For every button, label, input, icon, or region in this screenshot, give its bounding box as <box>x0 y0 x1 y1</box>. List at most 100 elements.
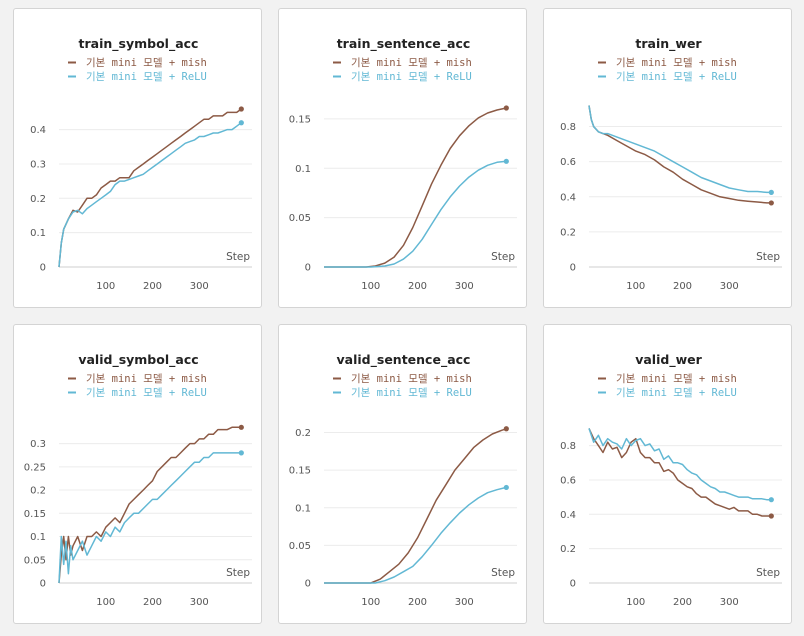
x-tick-label: 200 <box>673 597 692 608</box>
x-tick-label: 200 <box>673 281 692 292</box>
panel-valid-sentence-acc[interactable]: valid_sentence_acc 기본 mini 모델 + mish 기본 mi… <box>278 324 527 624</box>
x-tick-label: 300 <box>190 281 209 292</box>
y-tick-label: 0.15 <box>289 466 311 477</box>
x-axis-label: Step <box>756 567 780 579</box>
series-line-relu <box>324 486 507 584</box>
series-endpoint-relu <box>238 120 244 126</box>
x-tick-label: 300 <box>455 597 474 608</box>
y-tick-label: 0 <box>40 263 46 274</box>
y-tick-label: 0.1 <box>30 532 46 543</box>
series-endpoint-mish <box>503 426 509 432</box>
series-line-mish <box>58 426 242 584</box>
legend: 기본 mini 모델 + mish 기본 mini 모델 + ReLU <box>598 373 737 399</box>
series-endpoint-mish <box>238 424 244 430</box>
y-tick-label: 0.15 <box>24 509 46 520</box>
x-tick-label: 100 <box>361 597 380 608</box>
series-endpoint-relu <box>503 158 509 164</box>
x-axis-label: Step <box>226 567 250 579</box>
y-tick-label: 0.2 <box>30 194 46 205</box>
series-endpoint-mish <box>503 105 509 111</box>
legend: 기본 mini 모델 + mish 기본 mini 모델 + ReLU <box>68 57 207 83</box>
series-endpoint-mish <box>768 513 774 519</box>
y-tick-label: 0.15 <box>289 114 311 125</box>
chart-title: valid_symbol_acc <box>78 352 198 368</box>
y-tick-label: 0.6 <box>560 157 576 168</box>
legend-label-mish: 기본 mini 모델 + mish <box>616 373 737 385</box>
y-tick-label: 0.25 <box>24 462 46 473</box>
series-line-mish <box>588 105 772 204</box>
y-tick-label: 0.6 <box>560 475 576 486</box>
legend-label-relu: 기본 mini 모델 + ReLU <box>616 71 737 83</box>
x-axis-label: Step <box>491 567 515 579</box>
panel-train-wer[interactable]: train_wer 기본 mini 모델 + mish 기본 mini 모델 + R… <box>543 8 792 308</box>
series-line-mish <box>588 428 772 517</box>
legend-label-mish: 기본 mini 모델 + mish <box>616 57 737 69</box>
series-endpoint-relu <box>768 189 774 195</box>
y-tick-label: 0.05 <box>289 541 311 552</box>
series-line-relu <box>588 428 772 501</box>
x-tick-label: 300 <box>190 597 209 608</box>
y-tick-label: 0 <box>40 579 46 590</box>
x-tick-label: 100 <box>96 597 115 608</box>
legend: 기본 mini 모델 + mish 기본 mini 모델 + ReLU <box>333 57 472 83</box>
x-tick-label: 200 <box>408 281 427 292</box>
legend-label-relu: 기본 mini 모델 + ReLU <box>351 387 472 399</box>
chart-title: train_sentence_acc <box>337 36 471 52</box>
x-tick-label: 100 <box>626 281 645 292</box>
x-axis-label: Step <box>756 251 780 263</box>
chart-title: valid_sentence_acc <box>337 352 471 368</box>
panel-train-symbol-acc[interactable]: train_symbol_acc 기본 mini 모델 + mish 기본 mini… <box>13 8 262 308</box>
series-endpoint-relu <box>238 450 244 456</box>
legend-label-mish: 기본 mini 모델 + mish <box>86 373 207 385</box>
y-tick-label: 0.8 <box>560 122 576 133</box>
y-tick-label: 0.4 <box>30 125 46 136</box>
series-line-mish <box>324 107 507 268</box>
series-line-relu <box>324 160 507 268</box>
y-tick-label: 0.8 <box>560 441 576 452</box>
legend: 기본 mini 모델 + mish 기본 mini 모델 + ReLU <box>68 373 207 399</box>
x-tick-label: 300 <box>720 281 739 292</box>
series-endpoint-mish <box>238 106 244 112</box>
x-axis-label: Step <box>491 251 515 263</box>
chart-title: valid_wer <box>635 352 702 368</box>
panel-valid-wer[interactable]: valid_wer 기본 mini 모델 + mish 기본 mini 모델 + R… <box>543 324 792 624</box>
panel-train-sentence-acc[interactable]: train_sentence_acc 기본 mini 모델 + mish 기본 mi… <box>278 8 527 308</box>
y-tick-label: 0 <box>570 263 576 274</box>
y-tick-label: 0 <box>305 263 311 274</box>
legend: 기본 mini 모델 + mish 기본 mini 모델 + ReLU <box>333 373 472 399</box>
x-tick-label: 300 <box>720 597 739 608</box>
series-endpoint-relu <box>768 497 774 503</box>
y-tick-label: 0.05 <box>24 555 46 566</box>
x-tick-label: 200 <box>143 281 162 292</box>
y-tick-label: 0.2 <box>30 486 46 497</box>
chart-svg: valid_wer 기본 mini 모델 + mish 기본 mini 모델 + R… <box>560 352 782 608</box>
legend-label-mish: 기본 mini 모델 + mish <box>86 57 207 69</box>
y-tick-label: 0 <box>305 579 311 590</box>
y-tick-label: 0.1 <box>295 164 311 175</box>
y-tick-label: 0.1 <box>30 228 46 239</box>
series-line-relu <box>58 122 242 268</box>
y-tick-label: 0.1 <box>295 503 311 514</box>
chart-title: train_wer <box>635 36 702 52</box>
y-tick-label: 0.05 <box>289 213 311 224</box>
y-tick-label: 0 <box>570 579 576 590</box>
series-endpoint-relu <box>503 484 509 491</box>
y-tick-label: 0.4 <box>560 510 576 521</box>
y-tick-label: 0.2 <box>560 544 576 555</box>
legend-label-relu: 기본 mini 모델 + ReLU <box>86 387 207 399</box>
y-tick-label: 0.3 <box>30 159 46 170</box>
legend: 기본 mini 모델 + mish 기본 mini 모델 + ReLU <box>598 57 737 83</box>
y-tick-label: 0.2 <box>295 428 311 439</box>
series-line-mish <box>58 108 242 268</box>
y-tick-label: 0.3 <box>30 439 46 450</box>
series-line-mish <box>324 428 507 584</box>
x-tick-label: 100 <box>361 281 380 292</box>
x-tick-label: 200 <box>143 597 162 608</box>
panel-valid-symbol-acc[interactable]: valid_symbol_acc 기본 mini 모델 + mish 기본 mini… <box>13 324 262 624</box>
legend-label-mish: 기본 mini 모델 + mish <box>351 57 472 69</box>
x-tick-label: 100 <box>96 281 115 292</box>
